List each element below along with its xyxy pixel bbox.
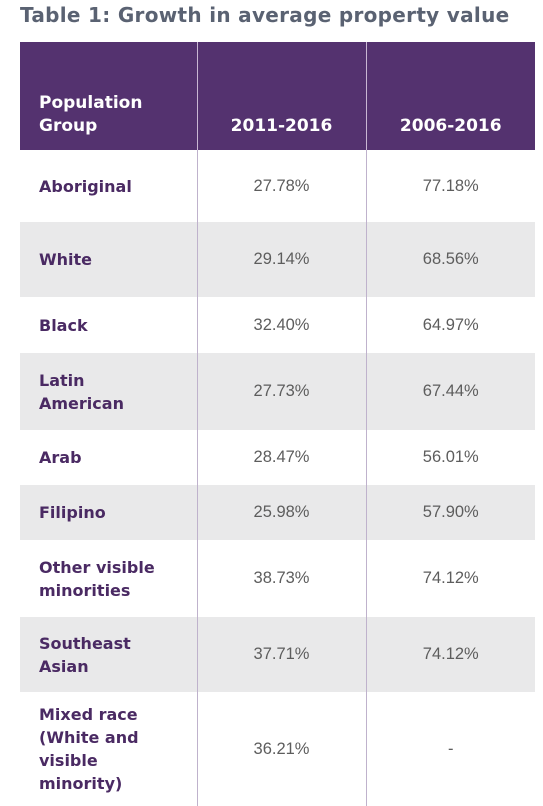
row-value-2011-2016: 28.47% — [196, 430, 366, 485]
row-value-2011-2016: 37.71% — [196, 617, 366, 692]
row-label-text: Other visible minorities — [39, 557, 155, 600]
row-label-text: Latin American — [39, 370, 124, 413]
row-value-2011-2016: 32.40% — [196, 297, 366, 353]
header-row: Population Group 2011-2016 2006-2016 — [20, 42, 535, 150]
row-value-2011-2016: 29.14% — [196, 222, 366, 297]
table-row: White 29.14% 68.56% — [20, 222, 535, 297]
table-row: Arab 28.47% 56.01% — [20, 430, 535, 485]
header-population-group-label: Population Group — [39, 93, 143, 136]
table-row: Aboriginal 27.78% 77.18% — [20, 150, 535, 222]
header-population-group: Population Group — [20, 42, 197, 150]
row-label: Filipino — [20, 485, 197, 540]
row-value-2011-2016: 25.98% — [196, 485, 366, 540]
table-row: Black 32.40% 64.97% — [20, 297, 535, 353]
row-value-2006-2016: 77.18% — [365, 150, 535, 222]
row-value-2006-2016: 74.12% — [365, 540, 535, 617]
row-label: Arab — [39, 448, 82, 467]
row-label: Mixed race (White and visible minority) — [20, 692, 197, 806]
row-value-2011-2016: 27.78% — [196, 150, 366, 222]
row-label-text: Mixed race (White and visible minority) — [39, 705, 139, 793]
header-2006-2016: 2006-2016 — [365, 42, 535, 150]
row-value-2011-2016: 36.21% — [196, 692, 366, 806]
row-label: Other visible minorities — [20, 540, 197, 617]
table-title: Table 1: Growth in average property valu… — [20, 3, 510, 27]
row-label: Southeast Asian — [20, 617, 197, 692]
table-row: Latin American 27.73% 67.44% — [20, 353, 535, 430]
row-value-2006-2016: 57.90% — [365, 485, 535, 540]
table-row: Mixed race (White and visible minority) … — [20, 692, 535, 806]
table-row: Filipino 25.98% 57.90% — [20, 485, 535, 540]
table-row: Other visible minorities 38.73% 74.12% — [20, 540, 535, 617]
row-value-2006-2016: 67.44% — [365, 353, 535, 430]
row-value-2006-2016: 64.97% — [365, 297, 535, 353]
row-label: White — [20, 222, 197, 297]
row-value-2006-2016: 68.56% — [365, 222, 535, 297]
row-label: Latin American — [20, 353, 197, 430]
table-row: Southeast Asian 37.71% 74.12% — [20, 617, 535, 692]
row-value-2011-2016: 38.73% — [196, 540, 366, 617]
row-label: Black — [39, 315, 88, 335]
row-label: Aboriginal — [39, 176, 132, 196]
property-value-table: Population Group 2011-2016 2006-2016 Abo… — [20, 42, 535, 806]
row-value-2006-2016: 56.01% — [365, 430, 535, 485]
row-value-2011-2016: 27.73% — [196, 353, 366, 430]
row-value-2006-2016: - — [365, 692, 535, 806]
row-label-text: Southeast Asian — [39, 633, 131, 676]
row-value-2006-2016: 74.12% — [365, 617, 535, 692]
header-2011-2016: 2011-2016 — [196, 42, 366, 150]
